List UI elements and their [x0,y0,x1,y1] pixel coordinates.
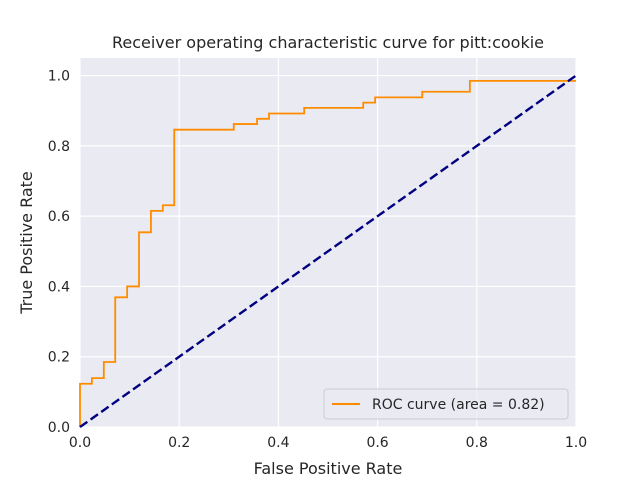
x-tick-label-3: 0.6 [366,435,388,451]
roc-curve-line [79,79,576,427]
plot-area [80,58,576,427]
y-tick-label-5: 1.0 [48,69,70,85]
legend-box [323,388,569,420]
x-tick-label-0: 0.0 [69,435,91,451]
y-tick-label-0: 0.0 [48,420,70,436]
y-tick-label-1: 0.2 [48,350,70,366]
y-tick-label-3: 0.6 [48,209,70,225]
chart-title: Receiver operating characteristic curve … [112,33,544,52]
diagonal-reference-line [79,74,577,428]
x-axis-label: False Positive Rate [254,459,403,478]
y-tick-label-2: 0.4 [48,279,70,295]
legend-label-roc: ROC curve (area = 0.82) [372,397,545,413]
y-axis-label: True Positive Rate [17,171,36,315]
x-tick-label-5: 1.0 [565,435,587,451]
grid-lines [79,58,577,428]
legend: ROC curve (area = 0.82) [323,388,569,420]
y-tick-label-4: 0.8 [48,139,70,155]
x-tick-label-2: 0.4 [267,435,289,451]
x-tick-label-4: 0.8 [466,435,488,451]
series-layer [79,74,577,428]
tick-labels: 0.0 0.2 0.4 0.6 0.8 1.0 0.0 0.2 0.4 0.6 0.8 1.0 [48,69,587,451]
x-tick-label-1: 0.2 [168,435,190,451]
